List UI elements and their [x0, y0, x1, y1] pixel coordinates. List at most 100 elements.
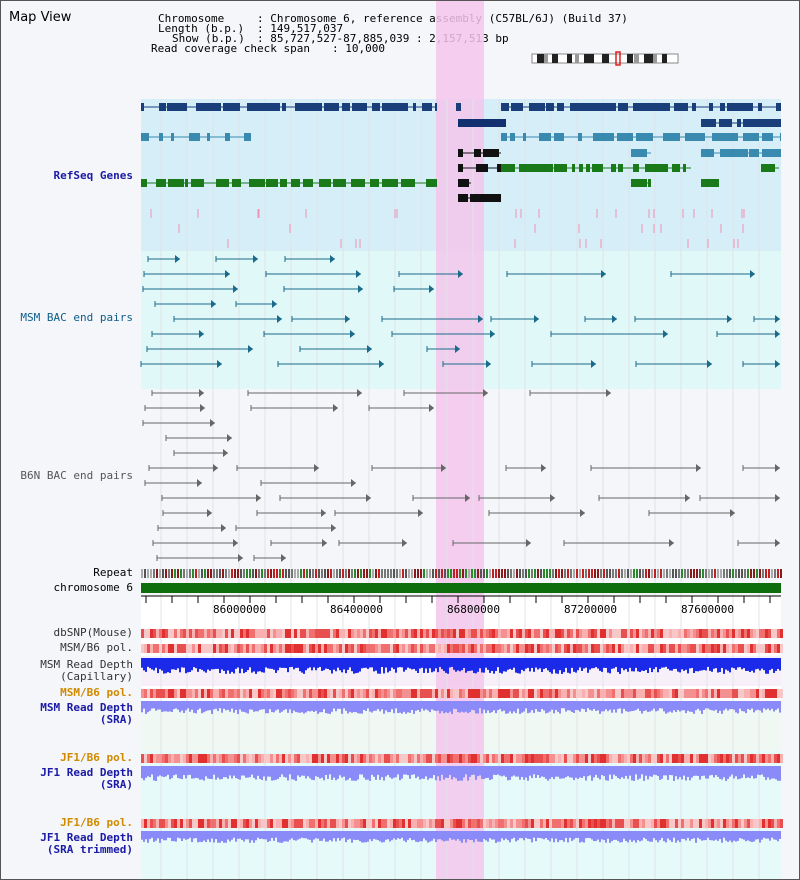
- heat-cell: [270, 629, 273, 638]
- msm-bac-label[interactable]: MSM BAC end pairs: [20, 311, 133, 324]
- repeat-feature: [165, 569, 167, 578]
- heat-cell: [294, 819, 297, 828]
- depth-bar: [229, 701, 231, 712]
- depth-bar: [187, 701, 189, 709]
- depth-bar: [373, 831, 375, 839]
- repeat-feature: [639, 569, 641, 578]
- depth-bar: [637, 831, 639, 841]
- heat-cell: [318, 754, 321, 763]
- depth-bar: [403, 766, 405, 775]
- heat-cell: [366, 629, 369, 638]
- dbsnp-label[interactable]: dbSNP(Mouse): [53, 626, 133, 639]
- msm-read-depth-capillary-label[interactable]: MSM Read Depth (Capillary): [40, 658, 133, 683]
- heat-cell: [291, 819, 294, 828]
- heat-cell: [399, 644, 402, 653]
- heat-cell: [258, 689, 261, 698]
- depth-bar: [407, 831, 409, 840]
- heat-cell: [177, 689, 180, 698]
- refseq-genes-label[interactable]: RefSeq Genes: [53, 169, 133, 182]
- heat-cell: [384, 629, 387, 638]
- msm-read-depth-sra-label[interactable]: MSM Read Depth (SRA): [40, 701, 133, 726]
- ideogram-band: [644, 54, 653, 63]
- repeat-feature: [522, 569, 524, 578]
- repeat-feature: [591, 569, 593, 578]
- depth-bar: [361, 766, 363, 775]
- b6n-bac-pair-end: [207, 509, 212, 517]
- depth-bar: [549, 658, 551, 673]
- depth-bar: [445, 701, 447, 713]
- depth-bar: [273, 658, 275, 670]
- jf1-read-depth-sra-label[interactable]: JF1 Read Depth (SRA): [40, 766, 133, 791]
- msm-b6-pol-sra-label[interactable]: MSM/B6 pol.: [60, 686, 133, 699]
- heat-cell: [522, 629, 525, 638]
- depth-bar: [177, 766, 179, 779]
- heat-cell: [543, 689, 546, 698]
- depth-bar: [507, 766, 509, 781]
- heat-cell: [297, 819, 300, 828]
- repeat-feature: [144, 569, 146, 578]
- highlight-region: [436, 1, 484, 879]
- heat-cell: [642, 689, 645, 698]
- heat-cell: [636, 754, 639, 763]
- b6n-bac-label[interactable]: B6N BAC end pairs: [20, 469, 133, 482]
- heat-cell: [549, 754, 552, 763]
- depth-bar: [509, 658, 511, 669]
- heat-cell: [633, 819, 636, 828]
- heat-cell: [726, 754, 729, 763]
- depth-bar: [631, 701, 633, 712]
- depth-bar: [761, 658, 763, 669]
- msm-bac-pair-end: [486, 360, 491, 368]
- depth-bar: [485, 831, 487, 841]
- depth-bar: [709, 766, 711, 776]
- depth-bar: [391, 658, 393, 668]
- heat-cell: [474, 819, 477, 828]
- repeat-feature: [543, 569, 545, 578]
- depth-bar: [611, 766, 613, 780]
- depth-bar: [429, 701, 431, 713]
- depth-bar: [217, 766, 219, 778]
- heat-cell: [249, 629, 252, 638]
- heat-cell: [270, 754, 273, 763]
- depth-bar: [697, 658, 699, 672]
- gene-exon: [645, 164, 661, 172]
- depth-bar: [165, 701, 167, 712]
- depth-bar: [619, 831, 621, 843]
- heat-cell: [705, 819, 708, 828]
- heat-cell: [756, 819, 759, 828]
- depth-bar: [627, 766, 629, 779]
- depth-bar: [251, 701, 253, 710]
- heat-cell: [246, 754, 249, 763]
- depth-bar: [429, 831, 431, 842]
- msm-b6-pol-label[interactable]: MSM/B6 pol.: [60, 641, 133, 654]
- repeat-feature: [369, 569, 371, 578]
- depth-bar: [495, 766, 497, 775]
- heat-cell: [528, 819, 531, 828]
- heat-cell: [714, 819, 717, 828]
- jf1-b6-pol-label[interactable]: JF1/B6 pol.: [60, 751, 133, 764]
- heat-cell: [183, 644, 186, 653]
- depth-bar: [459, 766, 461, 781]
- jf1-b6-pol-trimmed-label[interactable]: JF1/B6 pol.: [60, 816, 133, 829]
- depth-bar: [297, 831, 299, 840]
- heat-cell: [495, 754, 498, 763]
- depth-bar: [521, 658, 523, 670]
- jf1-read-depth-trimmed-label[interactable]: JF1 Read Depth (SRA trimmed): [40, 831, 133, 856]
- depth-bar: [441, 766, 443, 775]
- depth-bar: [405, 766, 407, 775]
- depth-bar: [583, 658, 585, 669]
- depth-bar: [561, 701, 563, 709]
- depth-bar: [489, 766, 491, 780]
- heat-cell: [603, 819, 606, 828]
- heat-cell: [441, 819, 444, 828]
- depth-bar: [607, 831, 609, 839]
- heat-cell: [327, 754, 330, 763]
- depth-bar: [729, 701, 731, 710]
- depth-bar: [193, 766, 195, 779]
- repeat-feature: [561, 569, 563, 578]
- depth-bar: [355, 831, 357, 841]
- heat-cell: [465, 754, 468, 763]
- heat-cell: [558, 819, 561, 828]
- heat-cell: [411, 644, 414, 653]
- gene-exon: [773, 149, 781, 157]
